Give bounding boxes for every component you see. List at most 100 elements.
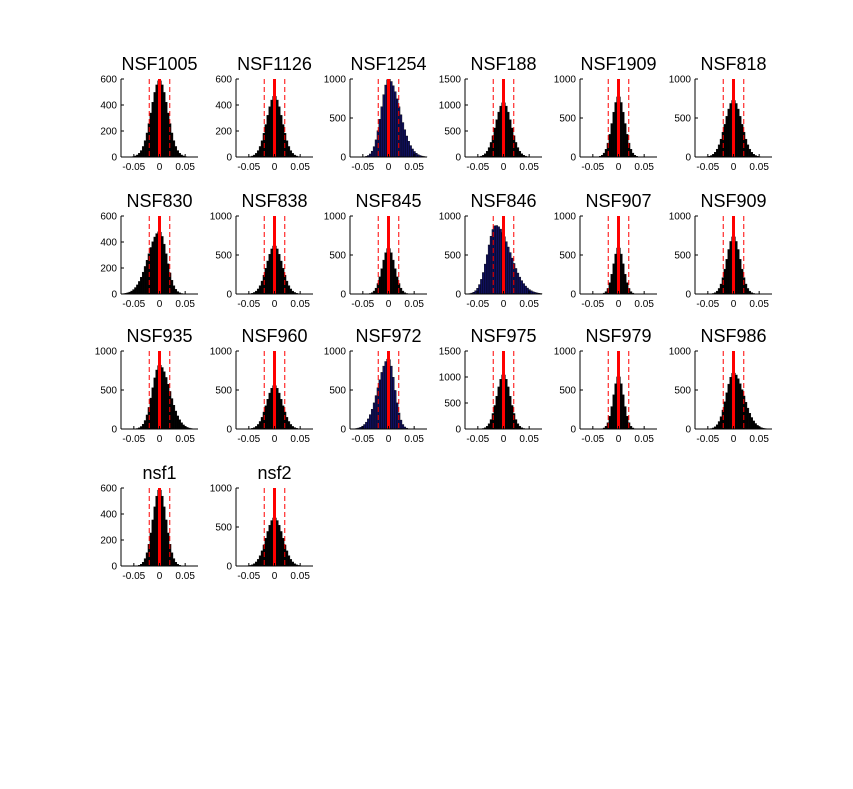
x-tick-label: 0.05 — [175, 162, 195, 173]
histogram-bar — [614, 253, 617, 295]
histogram-bar — [626, 134, 629, 158]
histogram-bar — [604, 149, 608, 158]
x-tick-label: 0 — [157, 162, 163, 173]
histogram-bar — [392, 377, 395, 430]
histogram-bar — [374, 287, 378, 295]
histogram-bar — [268, 525, 271, 567]
histogram-bar — [163, 371, 166, 430]
histogram-bar — [497, 386, 500, 430]
subplot-NSF845: NSF845 0 500 1000 -0.05 0 0.05 — [324, 191, 427, 310]
histogram-bar — [378, 379, 381, 430]
histogram-bar — [256, 424, 260, 430]
histogram-bar — [145, 132, 149, 158]
histogram-bar — [729, 241, 732, 295]
histogram-bar — [514, 419, 518, 430]
x-tick-label: 0.05 — [290, 571, 310, 582]
histogram-bar — [497, 111, 500, 158]
x-tick-label: 0 — [501, 299, 507, 310]
histogram-bar — [182, 424, 185, 430]
x-tick-label: 0.05 — [175, 571, 195, 582]
histogram-bar — [166, 383, 170, 430]
y-tick-label: 0 — [455, 425, 461, 436]
y-tick-label: 400 — [215, 101, 232, 112]
histogram-bar — [170, 132, 174, 158]
histogram-bar — [748, 148, 752, 158]
y-tick-label: 0 — [340, 153, 346, 164]
histogram-bar — [518, 151, 522, 158]
y-tick-label: 1000 — [210, 347, 233, 358]
histogram-bar — [170, 552, 174, 567]
histogram-bar — [266, 531, 269, 567]
histogram-bar — [390, 252, 393, 295]
histogram-bar — [715, 424, 719, 430]
histogram-bar — [266, 260, 269, 295]
subplot-NSF975: NSF975 0 500 1000 1500 -0.05 0 0.05 — [439, 326, 542, 445]
histogram-bar — [511, 127, 514, 158]
histogram-bar — [401, 424, 405, 430]
x-tick-label: -0.05 — [351, 434, 374, 445]
x-tick-label: 0 — [157, 299, 163, 310]
histogram-bar — [166, 532, 170, 567]
subplot-NSF972: NSF972 0 500 1000 -0.05 0 0.05 — [324, 326, 427, 445]
y-tick-label: 200 — [100, 536, 117, 547]
histogram-bar — [176, 150, 179, 158]
y-tick-label: 1000 — [669, 347, 692, 358]
histogram-bar — [258, 421, 262, 430]
x-tick-label: 0 — [386, 434, 392, 445]
histogram-bar — [719, 138, 723, 158]
histogram-bar — [610, 406, 613, 430]
histogram-bar — [612, 263, 615, 295]
histogram-bar — [497, 226, 500, 295]
y-tick-label: 500 — [215, 523, 232, 534]
histogram-bar — [622, 263, 625, 295]
histogram-bar — [399, 287, 403, 295]
subplot-NSF846: NSF846 0 500 1000 -0.05 0 0.05 — [439, 191, 543, 310]
y-tick-label: 0 — [570, 290, 576, 301]
histogram-bar — [516, 272, 520, 295]
histogram-bar — [268, 106, 271, 158]
y-tick-label: 500 — [215, 251, 232, 262]
x-tick-label: 0.05 — [634, 434, 654, 445]
y-tick-label: 600 — [215, 75, 232, 86]
x-tick-label: -0.05 — [696, 434, 719, 445]
histogram-bar — [737, 108, 740, 158]
x-tick-label: 0.05 — [519, 162, 539, 173]
histogram-bar — [489, 419, 493, 430]
y-tick-label: 0 — [111, 562, 117, 573]
x-tick-label: 0.05 — [634, 162, 654, 173]
histogram-bar — [141, 562, 145, 567]
histogram-bar — [741, 124, 744, 158]
histogram-bar — [260, 140, 264, 158]
histogram-bar — [291, 561, 294, 567]
histogram-bar — [270, 388, 273, 430]
histogram-bar — [626, 282, 629, 295]
histogram-bar — [270, 99, 273, 158]
subplot-title: nsf1 — [142, 463, 176, 483]
histogram-bar — [509, 396, 512, 430]
histogram-bar — [278, 525, 281, 567]
histogram-bar — [165, 102, 168, 158]
histogram-bar — [509, 252, 512, 295]
histogram-bar — [478, 284, 481, 295]
histogram-bar — [723, 124, 726, 158]
histogram-bar — [134, 287, 137, 295]
histogram-bar — [143, 266, 147, 295]
histogram-bar — [409, 145, 412, 158]
histogram-bar — [282, 405, 285, 430]
histogram-bar — [411, 148, 414, 158]
histogram-bar — [163, 243, 166, 295]
y-tick-label: 1000 — [669, 212, 692, 223]
histogram-bar — [143, 140, 147, 158]
histogram-bar — [725, 392, 728, 430]
x-tick-label: 0.05 — [749, 162, 769, 173]
y-tick-label: 400 — [100, 238, 117, 249]
histogram-bar — [289, 424, 293, 430]
x-tick-label: -0.05 — [466, 162, 489, 173]
histogram-bar — [270, 520, 273, 567]
histogram-bar — [608, 282, 611, 295]
histogram-bar — [739, 383, 742, 430]
histogram-bar — [384, 361, 387, 430]
histogram-bar — [178, 153, 181, 158]
histogram-bar — [276, 248, 279, 295]
